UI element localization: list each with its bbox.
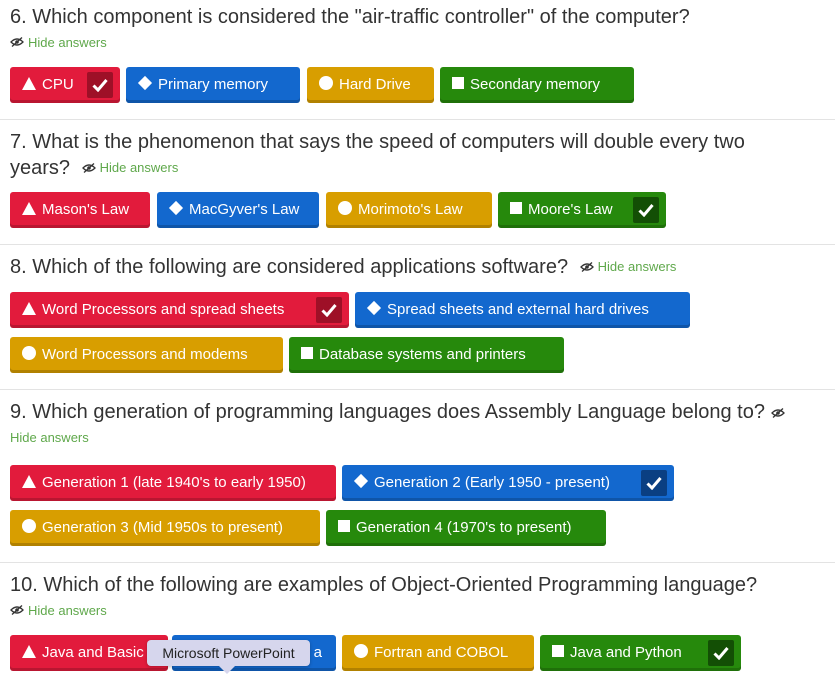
answer-label: Hard Drive: [339, 76, 411, 93]
diamond-icon: [366, 300, 382, 316]
circle-icon: [319, 76, 333, 91]
answer-label: Fortran and COBOL: [374, 644, 509, 661]
answer-fortran-cobol[interactable]: Fortran and COBOL: [342, 635, 534, 671]
question-6: 6. Which component is considered the "ai…: [0, 4, 835, 52]
triangle-icon: [22, 76, 36, 90]
square-icon: [510, 202, 522, 215]
eye-slash-icon: [579, 261, 594, 272]
eye-slash-icon: [81, 162, 96, 173]
answer-label: Morimoto's Law: [358, 201, 463, 218]
check-icon: [708, 640, 734, 666]
hide-answers-label: Hide answers: [28, 34, 107, 50]
triangle-icon: [22, 301, 36, 315]
eye-slash-icon: [10, 37, 24, 47]
hide-answers-link[interactable]: Hide answers: [579, 254, 677, 280]
check-icon: [641, 470, 667, 496]
answer-java-basic[interactable]: Java and Basic: [10, 635, 168, 671]
answer-primary-memory[interactable]: Primary memory: [126, 67, 300, 103]
answer-generation-3[interactable]: Generation 3 (Mid 1950s to present): [10, 510, 320, 546]
answer-label: Generation 4 (1970's to present): [356, 519, 572, 536]
answer-label: Word Processors and spread sheets: [42, 301, 285, 318]
answer-label: Java and Python: [570, 644, 682, 661]
eye-slash-icon: [770, 407, 785, 418]
answer-cpu[interactable]: CPU: [10, 67, 120, 103]
check-icon: [633, 197, 659, 223]
triangle-icon: [22, 644, 36, 658]
question-title-text: 9. Which generation of programming langu…: [10, 401, 765, 423]
divider: [0, 389, 835, 390]
answer-morimotos-law[interactable]: Morimoto's Law: [326, 192, 492, 228]
hide-answers-link[interactable]: Hide answers: [10, 430, 89, 445]
answer-hard-drive[interactable]: Hard Drive: [307, 67, 434, 103]
hide-answers-link[interactable]: Hide answers: [10, 35, 107, 50]
diamond-icon: [168, 200, 184, 216]
answer-label: Generation 1 (late 1940's to early 1950): [42, 474, 306, 491]
eye-slash-icon: [10, 605, 24, 615]
divider: [0, 244, 835, 245]
question-title: 10. Which of the following are examples …: [10, 574, 758, 596]
answer-secondary-memory[interactable]: Secondary memory: [440, 67, 634, 103]
question-title: 7. What is the phenomenon that says the …: [0, 129, 835, 182]
answer-label: Moore's Law: [528, 201, 613, 218]
answer-label: Database systems and printers: [319, 346, 526, 363]
hide-answers-label: Hide answers: [10, 430, 89, 445]
circle-icon: [22, 519, 36, 534]
answer-label: CPU: [42, 76, 74, 93]
answer-label: MacGyver's Law: [189, 201, 300, 218]
answer-generation-4[interactable]: Generation 4 (1970's to present): [326, 510, 606, 546]
answer-label: Word Processors and modems: [42, 346, 248, 363]
answer-label: Java and Basic: [42, 644, 144, 661]
answer-spreadsheets-hard-drives[interactable]: Spread sheets and external hard drives: [355, 292, 690, 328]
diamond-icon: [137, 75, 153, 91]
circle-icon: [338, 201, 352, 216]
tooltip: Microsoft PowerPoint: [147, 640, 310, 674]
hide-answers-link[interactable]: Hide answers: [10, 603, 107, 618]
hide-answers-link[interactable]: Hide answers: [81, 155, 179, 181]
question-10: 10. Which of the following are examples …: [0, 572, 835, 620]
question-title: 8. Which of the following are considered…: [0, 254, 835, 281]
square-icon: [301, 347, 313, 360]
square-icon: [452, 77, 464, 90]
answer-word-processors-modems[interactable]: Word Processors and modems: [10, 337, 283, 373]
question-title-text: 8. Which of the following are considered…: [10, 256, 569, 278]
answer-label: Primary memory: [158, 76, 269, 93]
check-icon: [316, 297, 342, 323]
hide-answers-label: Hide answers: [28, 602, 107, 618]
question-title-line2: years?: [10, 157, 71, 179]
divider: [0, 562, 835, 563]
answer-masons-law[interactable]: Mason's Law: [10, 192, 150, 228]
answer-label: Generation 2 (Early 1950 - present): [374, 474, 610, 491]
answer-label: Mason's Law: [42, 201, 130, 218]
check-icon: [87, 72, 113, 98]
triangle-icon: [22, 201, 36, 215]
question-8: 8. Which of the following are considered…: [0, 254, 835, 281]
square-icon: [338, 520, 350, 533]
question-9: 9. Which generation of programming langu…: [0, 399, 835, 447]
answer-generation-2[interactable]: Generation 2 (Early 1950 - present): [342, 465, 674, 501]
answer-database-printers[interactable]: Database systems and printers: [289, 337, 564, 373]
answer-label: Generation 3 (Mid 1950s to present): [42, 519, 283, 536]
circle-icon: [22, 346, 36, 361]
diamond-icon: [353, 473, 369, 489]
answer-macgyvers-law[interactable]: MacGyver's Law: [157, 192, 319, 228]
answer-label: Spread sheets and external hard drives: [387, 301, 649, 318]
answer-java-python[interactable]: Java and Python: [540, 635, 741, 671]
triangle-icon: [22, 474, 36, 488]
hide-answers-label: Hide answers: [597, 258, 677, 274]
question-title: 6. Which component is considered the "ai…: [10, 6, 690, 28]
answer-label-tail: a: [313, 644, 322, 661]
square-icon: [552, 645, 564, 658]
question-title-line1: 7. What is the phenomenon that says the …: [10, 131, 745, 153]
answer-word-processors-spreadsheets[interactable]: Word Processors and spread sheets: [10, 292, 349, 328]
circle-icon: [354, 644, 368, 659]
answer-label: Secondary memory: [470, 76, 601, 93]
divider: [0, 119, 835, 120]
answer-moores-law[interactable]: Moore's Law: [498, 192, 666, 228]
hide-answers-label: Hide answers: [99, 159, 179, 175]
question-7: 7. What is the phenomenon that says the …: [0, 129, 835, 182]
question-title: 9. Which generation of programming langu…: [0, 399, 835, 425]
answer-generation-1[interactable]: Generation 1 (late 1940's to early 1950): [10, 465, 336, 501]
